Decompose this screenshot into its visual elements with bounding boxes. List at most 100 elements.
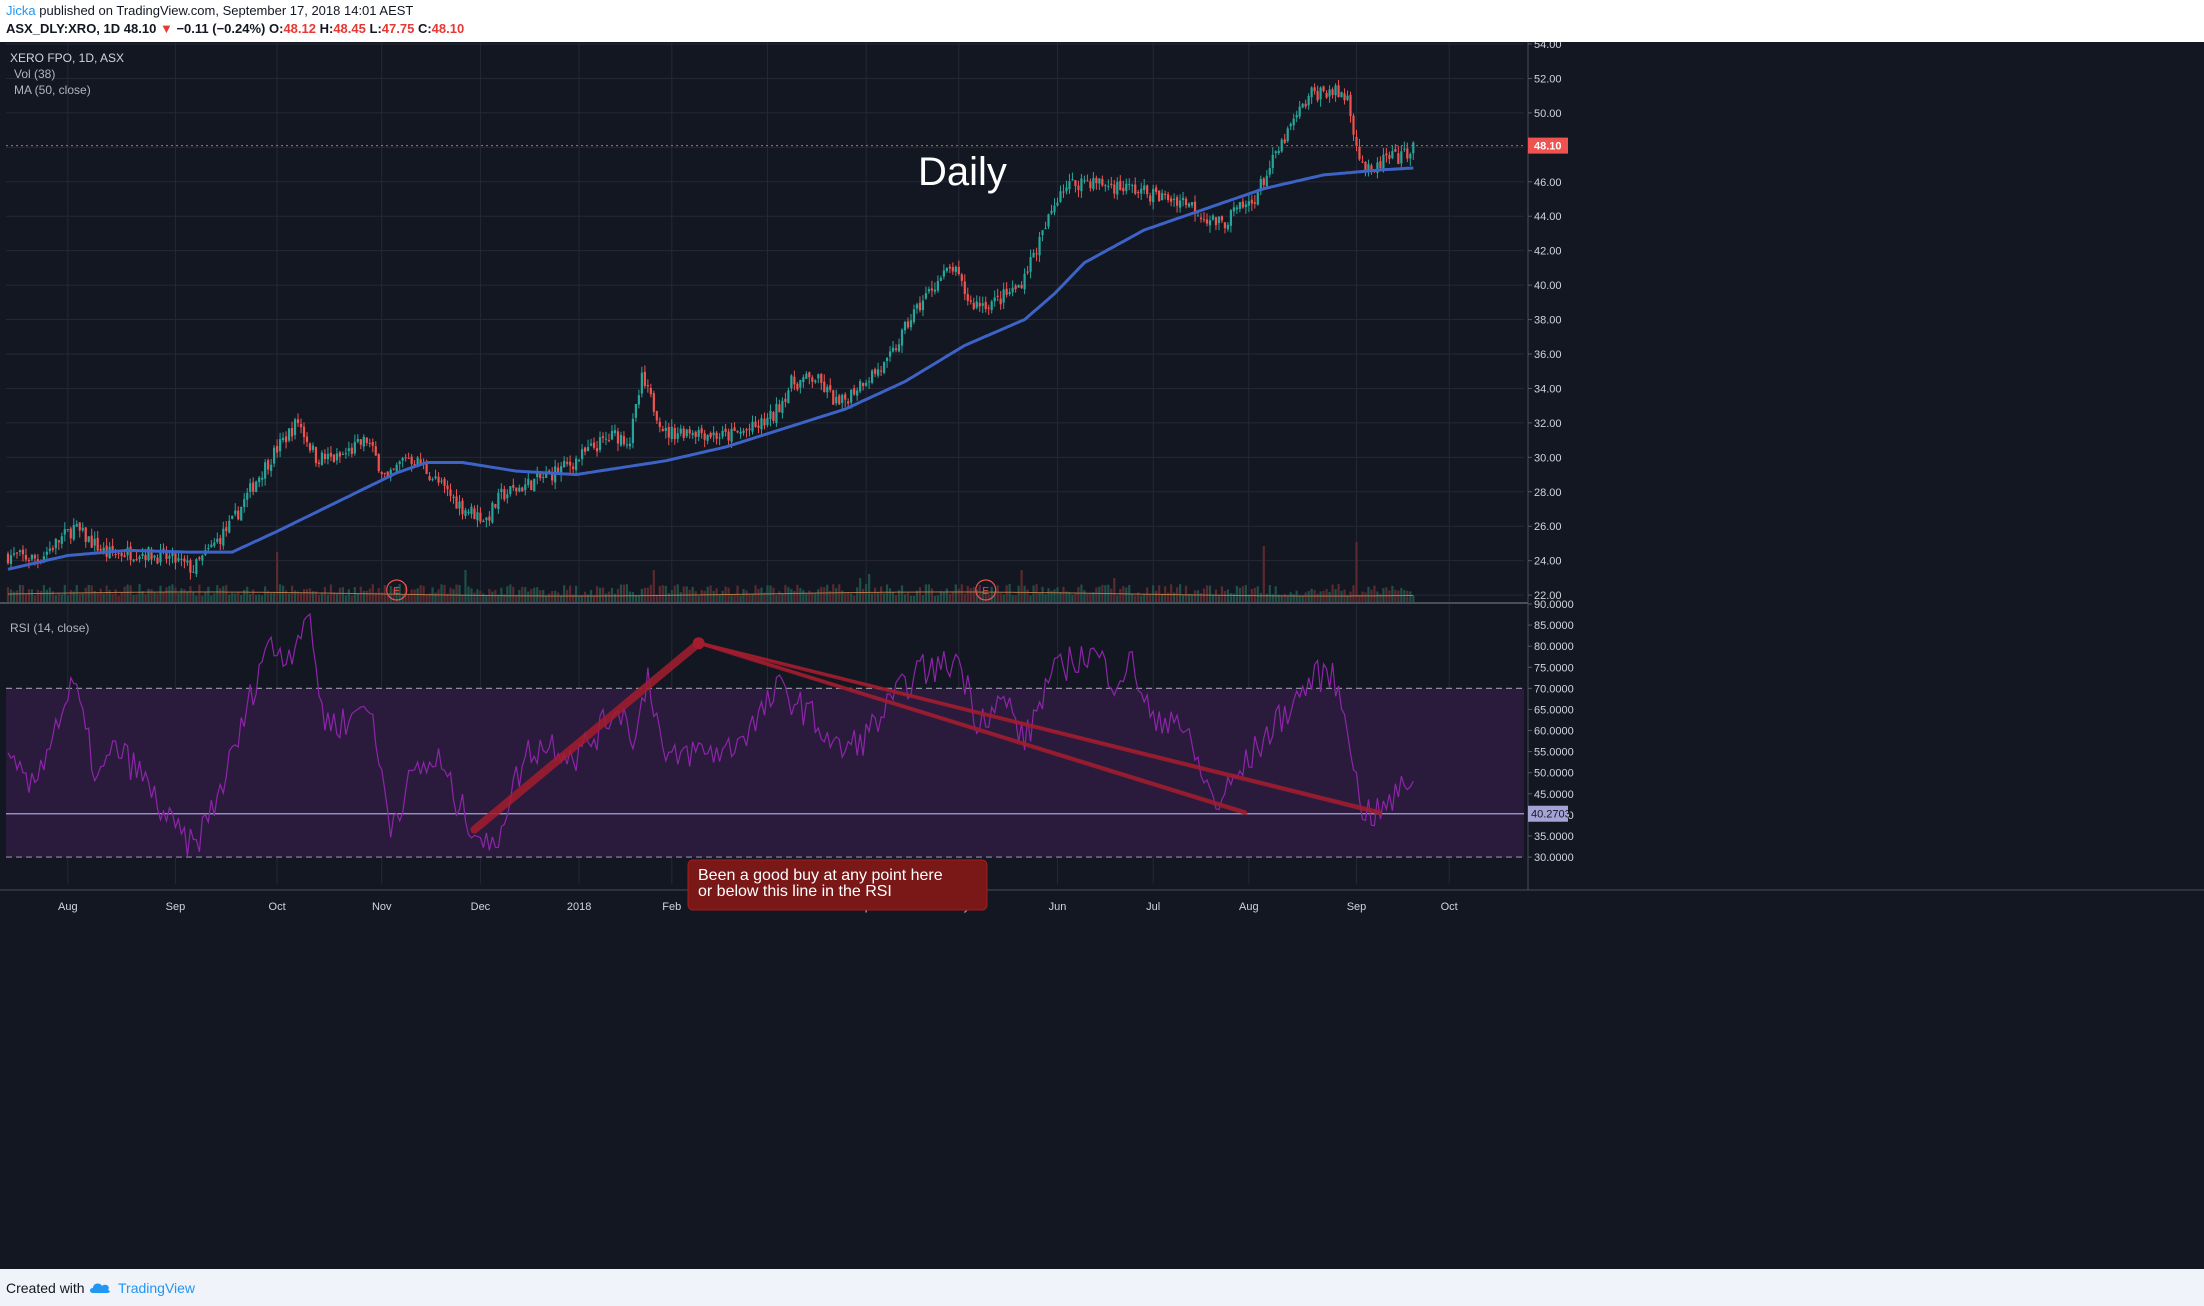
volume-bar (963, 593, 966, 602)
candle-body (697, 430, 700, 437)
volume-bar (1029, 595, 1032, 602)
volume-bar (703, 590, 706, 602)
volume-bar (721, 590, 724, 602)
rsi-axis[interactable]: 90.0000 85.0000 80.0000 75.0000 70.0000 65.00… (1528, 599, 1574, 864)
tradingview-link[interactable]: TradingView (118, 1280, 196, 1296)
candle-body (443, 478, 446, 486)
volume-bar (132, 594, 135, 602)
candle-body (1226, 224, 1230, 230)
volume-bar (548, 593, 551, 602)
price-tick-label: 30.00 (1534, 452, 1562, 464)
candle-body (258, 477, 261, 483)
candle-body (688, 429, 691, 434)
price-tick-label: 24.00 (1534, 556, 1562, 568)
volume-bar (135, 594, 138, 602)
candle-body (1131, 185, 1134, 187)
volume-bar (1137, 592, 1140, 602)
candle-body (270, 464, 273, 471)
volume-bar (1095, 587, 1098, 602)
volume-bar (736, 585, 739, 602)
volume-bar (204, 592, 207, 602)
candle-body (347, 448, 350, 452)
chart-legend-title: XERO FPO, 1D, ASX (10, 51, 124, 65)
volume-bar (461, 594, 464, 602)
candle-body (975, 301, 978, 308)
volume-bar (1238, 587, 1241, 602)
price-tick-label: 28.00 (1534, 487, 1562, 499)
volume-bar (951, 591, 954, 602)
volume-bar (464, 570, 467, 602)
volume-bar (192, 592, 195, 602)
volume-bar (790, 589, 793, 602)
candle-body (560, 466, 563, 475)
candle-body (317, 462, 321, 464)
candle-body (963, 281, 966, 294)
ma50-line (7, 166, 1414, 571)
candle-body (703, 433, 706, 440)
legend-rsi: RSI (14, close) (10, 621, 89, 635)
candle-body (548, 470, 551, 473)
volume-bar (682, 586, 685, 602)
candle-body (835, 396, 838, 404)
candle-body (15, 552, 19, 554)
candle-body (563, 460, 566, 468)
volume-bar (1092, 592, 1095, 602)
volume-bar (371, 584, 374, 602)
candle-body (1017, 285, 1020, 288)
price-tick-label: 52.00 (1534, 73, 1562, 85)
candle-body (428, 476, 431, 481)
volume-bar (1319, 591, 1322, 602)
volume-bar (1083, 590, 1086, 602)
volume-bar (1026, 589, 1029, 602)
volume-bar (222, 586, 225, 602)
candle-body (515, 487, 518, 492)
candle-body (1032, 252, 1035, 258)
candle-body (455, 496, 458, 509)
trend-lines[interactable] (470, 637, 1382, 834)
last-price-tag (1528, 137, 1568, 154)
candle-body (1062, 191, 1065, 193)
author-link[interactable]: Jicka (6, 3, 36, 18)
candle-body (1379, 161, 1382, 169)
volume-bar (446, 593, 449, 602)
candle-body (551, 472, 554, 481)
volume-bar (853, 595, 856, 602)
chart-svg[interactable]: 54.0052.0050.0048.0046.0044.0042.0040.00… (0, 39, 2204, 1269)
volume-bar (1098, 586, 1101, 602)
callout-box[interactable] (687, 859, 988, 911)
daily-label: Daily (918, 150, 1007, 194)
volume-bar (551, 591, 554, 602)
chart-area[interactable]: 54.0052.0050.0048.0046.0044.0042.0040.00… (0, 39, 2204, 1269)
volume-bar (219, 588, 222, 602)
price-axis[interactable]: 54.0052.0050.0048.0046.0044.0042.0040.00… (1528, 39, 1562, 602)
candle-body (264, 462, 267, 479)
candle-body (434, 476, 437, 479)
volume-bar (604, 593, 608, 602)
earnings-marker (975, 579, 997, 601)
volume-bar (1161, 593, 1164, 602)
volume-bar (1328, 591, 1331, 602)
volume-bar (814, 592, 817, 602)
candle-body (1352, 115, 1355, 135)
candle-body (261, 477, 264, 480)
volume-bar (1086, 593, 1089, 602)
volume-bar (359, 586, 362, 602)
candle-body (30, 554, 34, 560)
volume-bar (141, 591, 144, 602)
candle-body (784, 398, 787, 402)
candle-body (335, 453, 338, 461)
candle-body (589, 443, 593, 446)
rsi-tick-label: 70.0000 (1534, 683, 1574, 695)
volume-bar (305, 589, 309, 602)
volume-bar (1062, 586, 1065, 602)
volume-bar (909, 595, 913, 602)
volume-bar (652, 570, 655, 602)
volume-bar (410, 589, 413, 602)
candle-body (640, 372, 643, 394)
candle-body (1014, 285, 1017, 290)
volume-bar (1259, 592, 1262, 602)
candle-body (915, 304, 919, 309)
last-price: 48.10 (123, 21, 157, 36)
candle-body (682, 428, 685, 438)
